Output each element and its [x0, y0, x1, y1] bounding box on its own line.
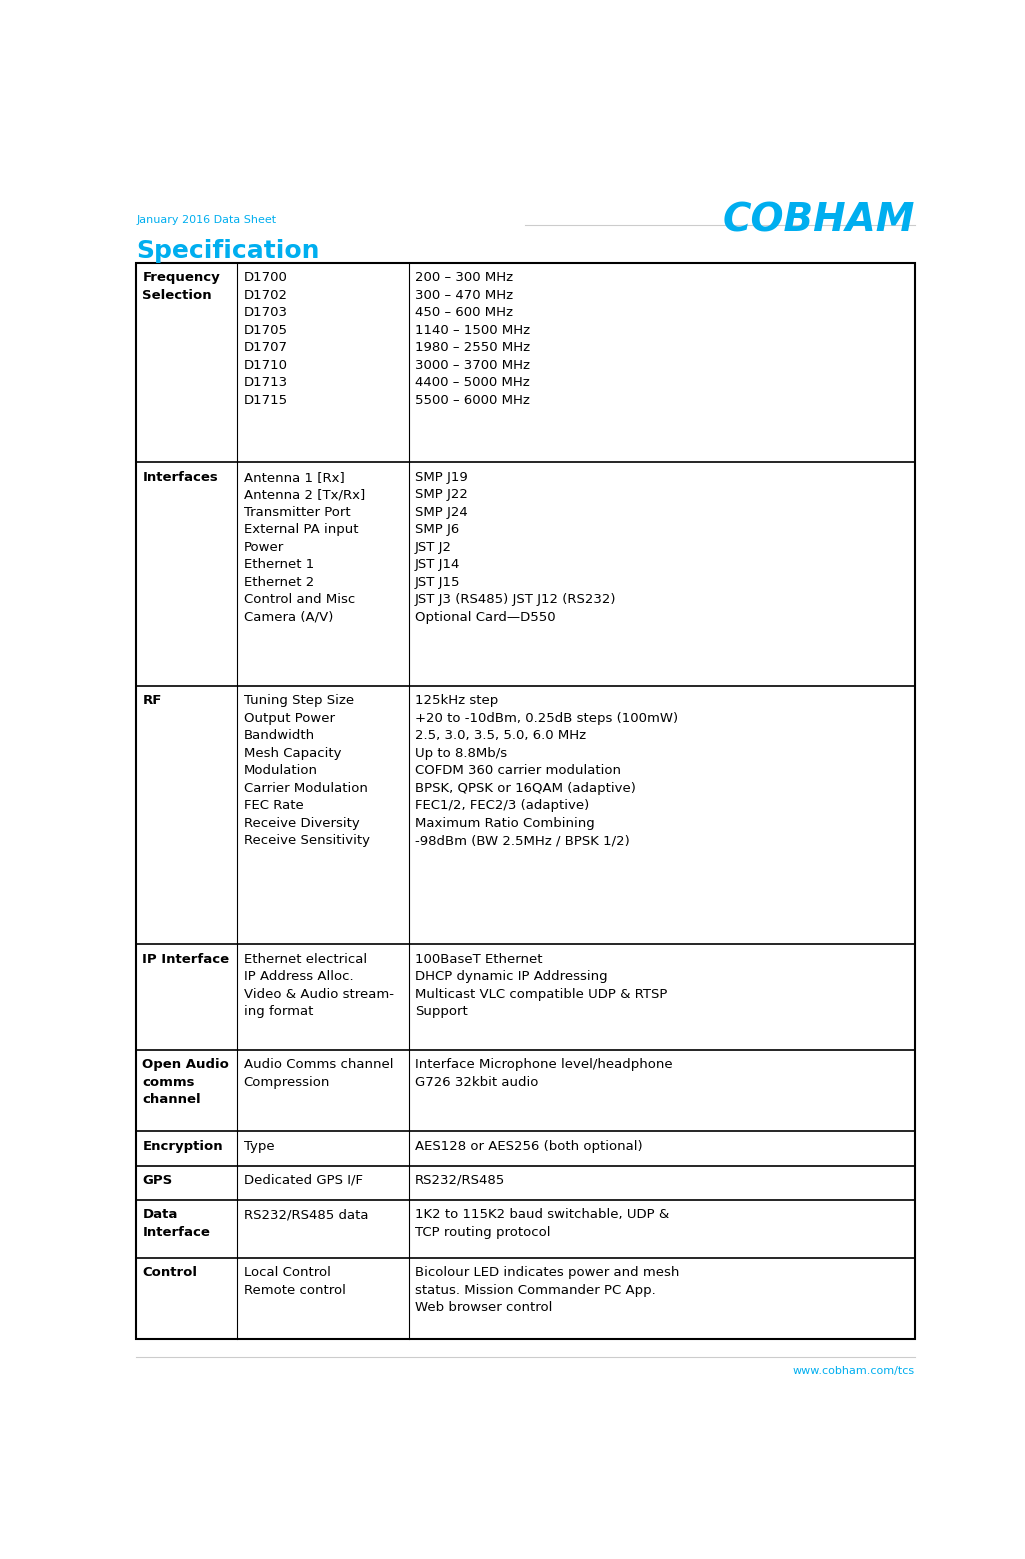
- Bar: [136, 263, 914, 1339]
- Text: January 2016 Data Sheet: January 2016 Data Sheet: [136, 215, 276, 224]
- Text: Encryption: Encryption: [142, 1140, 223, 1152]
- Text: Dedicated GPS I/F: Dedicated GPS I/F: [244, 1174, 363, 1186]
- Text: Interfaces: Interfaces: [142, 471, 218, 483]
- Text: SMP J19
SMP J22
SMP J24
SMP J6
JST J2
JST J14
JST J15
JST J3 (RS485) JST J12 (RS: SMP J19 SMP J22 SMP J24 SMP J6 JST J2 JS…: [415, 471, 616, 624]
- Text: RF: RF: [142, 694, 162, 708]
- Text: IP Interface: IP Interface: [142, 953, 230, 967]
- Text: Interface Microphone level/headphone
G726 32kbit audio: Interface Microphone level/headphone G72…: [415, 1059, 672, 1088]
- Text: Antenna 1 [Rx]
Antenna 2 [Tx/Rx]
Transmitter Port
External PA input
Power
Ethern: Antenna 1 [Rx] Antenna 2 [Tx/Rx] Transmi…: [244, 471, 365, 624]
- Text: 125kHz step
+20 to -10dBm, 0.25dB steps (100mW)
2.5, 3.0, 3.5, 5.0, 6.0 MHz
Up t: 125kHz step +20 to -10dBm, 0.25dB steps …: [415, 694, 678, 847]
- Text: Open Audio
comms
channel: Open Audio comms channel: [142, 1059, 230, 1105]
- Text: www.cobham.com/tcs: www.cobham.com/tcs: [792, 1366, 914, 1377]
- Text: Type: Type: [244, 1140, 275, 1152]
- Text: Local Control
Remote control: Local Control Remote control: [244, 1266, 345, 1297]
- Text: RS232/RS485 data: RS232/RS485 data: [244, 1208, 368, 1221]
- Text: GPS: GPS: [142, 1174, 172, 1186]
- Text: D1700
D1702
D1703
D1705
D1707
D1710
D1713
D1715: D1700 D1702 D1703 D1705 D1707 D1710 D171…: [244, 271, 288, 407]
- Text: 200 – 300 MHz
300 – 470 MHz
450 – 600 MHz
1140 – 1500 MHz
1980 – 2550 MHz
3000 –: 200 – 300 MHz 300 – 470 MHz 450 – 600 MH…: [415, 271, 530, 407]
- Text: Bicolour LED indicates power and mesh
status. Mission Commander PC App.
Web brow: Bicolour LED indicates power and mesh st…: [415, 1266, 680, 1314]
- Text: AES128 or AES256 (both optional): AES128 or AES256 (both optional): [415, 1140, 643, 1152]
- Text: Frequency
Selection: Frequency Selection: [142, 271, 220, 301]
- Text: Tuning Step Size
Output Power
Bandwidth
Mesh Capacity
Modulation
Carrier Modulat: Tuning Step Size Output Power Bandwidth …: [244, 694, 370, 847]
- Text: 1K2 to 115K2 baud switchable, UDP &
TCP routing protocol: 1K2 to 115K2 baud switchable, UDP & TCP …: [415, 1208, 669, 1239]
- Text: Data
Interface: Data Interface: [142, 1208, 210, 1239]
- Text: Specification: Specification: [136, 239, 320, 263]
- Text: Control: Control: [142, 1266, 198, 1280]
- Text: COBHAM: COBHAM: [723, 201, 914, 240]
- Text: Ethernet electrical
IP Address Alloc.
Video & Audio stream-
ing format: Ethernet electrical IP Address Alloc. Vi…: [244, 953, 394, 1018]
- Text: RS232/RS485: RS232/RS485: [415, 1174, 505, 1186]
- Text: 100BaseT Ethernet
DHCP dynamic IP Addressing
Multicast VLC compatible UDP & RTSP: 100BaseT Ethernet DHCP dynamic IP Addres…: [415, 953, 667, 1018]
- Text: Audio Comms channel
Compression: Audio Comms channel Compression: [244, 1059, 394, 1088]
